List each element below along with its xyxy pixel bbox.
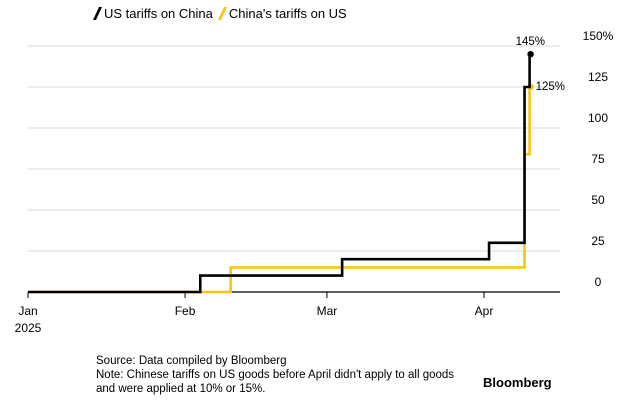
y-tick-label-125: 125 — [588, 70, 608, 84]
series-end-dot-0 — [527, 51, 534, 58]
x-tick-label-apr: Apr — [475, 304, 494, 318]
y-tick-label-50: 50 — [591, 193, 605, 207]
x-axis: Jan 2025 Feb Mar Apr — [15, 291, 560, 335]
x-tick-sublabel-2025: 2025 — [15, 321, 42, 335]
end-label-1: 125% — [536, 81, 565, 93]
end-labels: 125% 145% — [516, 36, 565, 93]
end-label-0: 145% — [516, 36, 545, 48]
x-tick-label-feb: Feb — [175, 304, 196, 318]
grid-lines — [28, 45, 560, 252]
x-tick-label-mar: Mar — [317, 304, 338, 318]
bloomberg-logo: Bloomberg — [483, 375, 552, 390]
series-line-1 — [28, 87, 531, 294]
source-note: Source: Data compiled by Bloomberg — [96, 355, 287, 367]
legend-item-china-tariffs: China's tariffs on US — [217, 5, 347, 21]
y-tick-label-0: 0 — [595, 275, 602, 289]
x-tick-label-jan: Jan — [18, 304, 37, 318]
legend: US tariffs on China China's tariffs on U… — [92, 4, 355, 22]
y-tick-label-150: 150% — [583, 29, 614, 43]
legend-item-us-tariffs: US tariffs on China — [92, 5, 213, 21]
y-tick-label-25: 25 — [591, 234, 605, 248]
y-tick-label-75: 75 — [591, 152, 605, 166]
series-line-0 — [28, 54, 531, 294]
series-lines — [28, 51, 534, 294]
y-tick-label-100: 100 — [588, 111, 608, 125]
legend-label-us-tariffs: US tariffs on China — [104, 5, 213, 21]
y-axis: 0 25 50 75 100 125 150% — [583, 29, 614, 289]
methodology-note: Note: Chinese tariffs on US goods before… — [96, 369, 455, 395]
legend-label-china-tariffs: China's tariffs on US — [228, 5, 347, 21]
